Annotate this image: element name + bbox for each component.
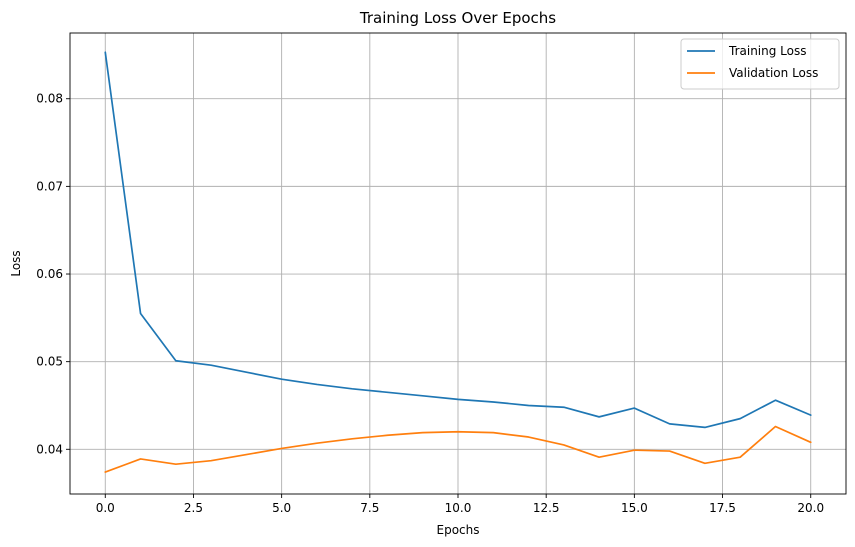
x-tick-label: 12.5 bbox=[533, 501, 560, 515]
x-tick-label: 20.0 bbox=[797, 501, 824, 515]
x-tick-label: 15.0 bbox=[621, 501, 648, 515]
y-axis-ticks: 0.04 0.05 0.06 0.07 0.08 bbox=[36, 92, 70, 456]
x-axis-label: Epochs bbox=[437, 523, 480, 537]
x-tick-label: 5.0 bbox=[272, 501, 291, 515]
y-axis-label: Loss bbox=[9, 250, 23, 276]
x-axis-ticks: 0.0 2.5 5.0 7.5 10.0 12.5 15.0 17.5 20.0 bbox=[96, 494, 824, 515]
x-tick-label: 0.0 bbox=[96, 501, 115, 515]
series-line-validation-loss bbox=[104, 425, 812, 473]
x-tick-label: 10.0 bbox=[445, 501, 472, 515]
y-tick-label: 0.08 bbox=[36, 92, 63, 106]
x-tick-label: 17.5 bbox=[709, 501, 736, 515]
y-tick-label: 0.04 bbox=[36, 442, 63, 456]
chart-title: Training Loss Over Epochs bbox=[359, 9, 556, 27]
series-line-training-loss bbox=[104, 51, 812, 429]
x-tick-label: 2.5 bbox=[184, 501, 203, 515]
grid bbox=[70, 33, 846, 494]
y-tick-label: 0.07 bbox=[36, 179, 63, 193]
x-tick-label: 7.5 bbox=[360, 501, 379, 515]
legend-label: Validation Loss bbox=[729, 66, 818, 80]
legend-label: Training Loss bbox=[728, 44, 806, 58]
legend-box bbox=[680, 38, 840, 90]
legend: Training Loss Validation Loss bbox=[680, 38, 840, 90]
series-lines bbox=[104, 51, 812, 473]
y-tick-label: 0.06 bbox=[36, 267, 63, 281]
y-tick-label: 0.05 bbox=[36, 355, 63, 369]
